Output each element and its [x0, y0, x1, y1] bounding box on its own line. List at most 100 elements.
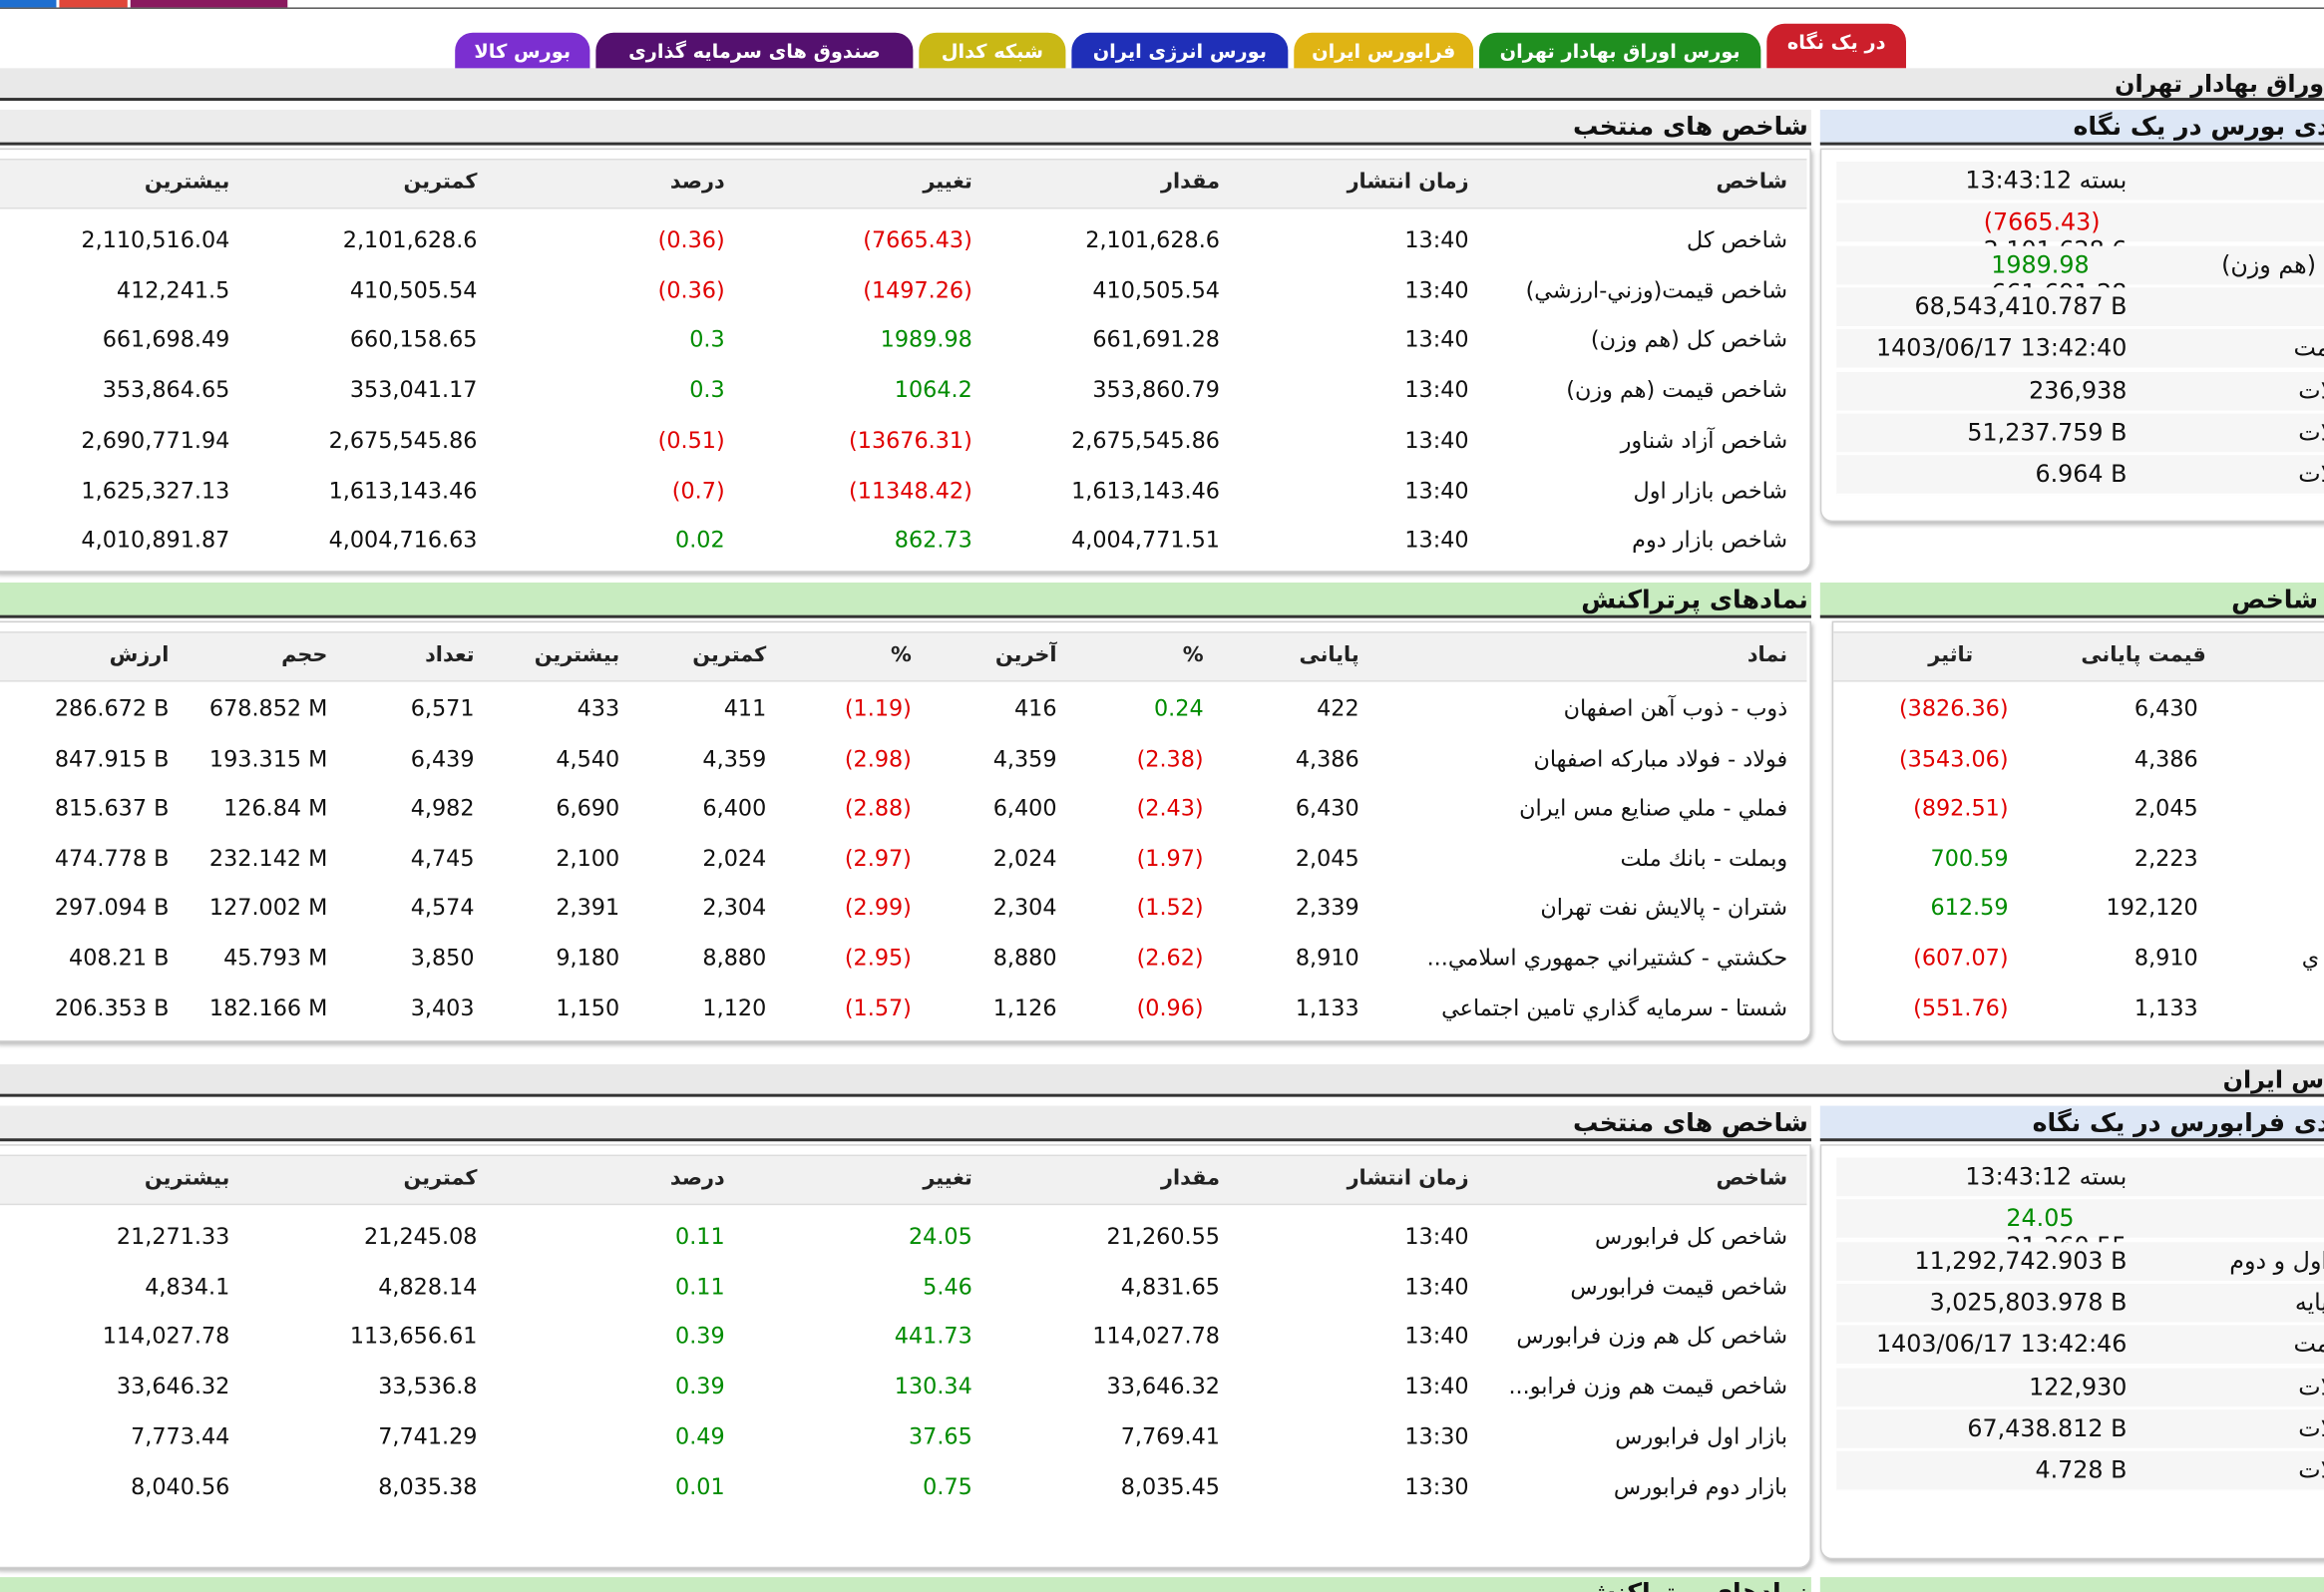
- index-row-name[interactable]: شاخص بازار اول: [1633, 476, 1788, 504]
- index-row-name[interactable]: شاخص قيمت(وزني-ارزشي): [1525, 276, 1788, 304]
- active-row-symbol[interactable]: شتران - پالايش نفت تهران: [1540, 894, 1788, 922]
- tse-active-header: نمادهای پرتراکنش: [0, 582, 1811, 618]
- active-row-symbol[interactable]: ذوب - ذوب آهن اصفهان: [1563, 694, 1788, 722]
- active-row-volume: 232.142 M: [208, 844, 328, 872]
- active-row-close-pct: (2.43): [1136, 794, 1204, 822]
- active-col-value-header[interactable]: ارزش: [109, 642, 170, 667]
- index-row-name[interactable]: شاخص بازار دوم: [1632, 526, 1788, 554]
- glance-row-bg: [1836, 1450, 2324, 1492]
- index-row-low: 33,536.8: [378, 1373, 478, 1399]
- index-row-name[interactable]: شاخص قيمت فرابورس: [1570, 1273, 1788, 1300]
- index-row-time: 13:40: [1404, 276, 1469, 304]
- index-row-percent: 0.39: [675, 1373, 725, 1399]
- active-row-symbol[interactable]: وبملت - بانك ملت: [1620, 844, 1788, 872]
- index-row-time: 13:40: [1404, 476, 1469, 504]
- active-row-symbol[interactable]: فملي - ملي صنايع مس ايران: [1519, 794, 1788, 822]
- glance-row-label: بازار: [2171, 166, 2324, 194]
- index-col-value-header[interactable]: مقدار: [1160, 170, 1220, 195]
- index-row-name[interactable]: شاخص كل فرابورس: [1595, 1222, 1788, 1250]
- index-row-change: 130.34: [894, 1373, 972, 1399]
- active-row-value: 474.778 B: [54, 844, 170, 872]
- active-row-low: 2,304: [702, 894, 767, 922]
- active-row-value: 815.637 B: [54, 794, 170, 822]
- index-row-name[interactable]: شاخص آزاد شناور: [1620, 426, 1788, 454]
- index-row-name[interactable]: شاخص قیمت هم وزن فرابو...: [1508, 1373, 1788, 1399]
- active-col-symbol-header[interactable]: نماد: [1746, 642, 1788, 667]
- index-row-low: 410,505.54: [349, 276, 478, 304]
- index-col-percent-header[interactable]: درصد: [669, 170, 725, 195]
- tse-indices-title: شاخص های منتخب: [1572, 112, 1808, 143]
- active-col-close-pct-header[interactable]: %: [1182, 642, 1204, 667]
- index-row-name[interactable]: شاخص قيمت (هم وزن): [1566, 376, 1788, 404]
- index-row-low: 2,675,545.86: [328, 426, 478, 454]
- index-col-percent-header[interactable]: درصد: [669, 1166, 725, 1191]
- index-row-name[interactable]: شاخص کل (هم وزن): [1590, 326, 1788, 354]
- tab-ifb[interactable]: فرابورس ایران: [1294, 32, 1474, 72]
- tab-funds[interactable]: صندوق های سرمایه گذاری: [595, 32, 914, 72]
- index-row-time: 13:40: [1404, 376, 1469, 404]
- index-row-name[interactable]: شاخص کل هم وزن فرابورس: [1516, 1323, 1788, 1350]
- active-row-low: 1,120: [702, 994, 767, 1021]
- active-row-count: 3,403: [410, 994, 475, 1021]
- index-col-change-header[interactable]: تغییر: [923, 170, 972, 195]
- ifb-indices-thead: [0, 1154, 1807, 1206]
- index-col-high-header[interactable]: بیشترین: [144, 1166, 230, 1191]
- active-col-last-pct-header[interactable]: %: [891, 642, 912, 667]
- glance-row-bg: [1836, 287, 2324, 328]
- index-col-name-header[interactable]: شاخص: [1716, 1166, 1788, 1191]
- index-row-name[interactable]: بازار دوم فرابورس: [1613, 1472, 1788, 1500]
- index-col-time-header[interactable]: زمان انتشار: [1347, 1166, 1469, 1191]
- active-row-last-pct: (2.97): [844, 844, 912, 872]
- index-row-name[interactable]: شاخص کل: [1686, 226, 1788, 254]
- impact-col-price-header[interactable]: قیمت پایانی: [2081, 642, 2206, 667]
- index-row-percent: 0.11: [675, 1222, 725, 1250]
- index-row-name[interactable]: بازار اول فرابورس: [1615, 1422, 1788, 1450]
- active-row-count: 6,439: [410, 744, 475, 772]
- active-col-volume-header[interactable]: حجم: [281, 642, 328, 667]
- index-row-change: (1497.26): [863, 276, 972, 304]
- glance-row-change: (7665.43): [1983, 207, 2101, 236]
- active-row-symbol[interactable]: حكشتي - كشتيراني جمهوري اسلامي...: [1426, 944, 1788, 972]
- index-col-time-header[interactable]: زمان انتشار: [1347, 170, 1469, 195]
- index-row-time: 13:40: [1404, 1222, 1469, 1250]
- active-row-close: 2,339: [1295, 894, 1359, 922]
- glance-row-bg: [1836, 1325, 2324, 1366]
- tab-energy-exchange[interactable]: بورس انرژی ایران: [1071, 32, 1289, 72]
- active-row-symbol[interactable]: فولاد - فولاد مباركه اصفهان: [1533, 744, 1788, 772]
- tab-commodity[interactable]: بورس کالا: [455, 32, 590, 72]
- index-row-value: 2,675,545.86: [1071, 426, 1220, 454]
- active-row-close-pct: (1.97): [1136, 844, 1204, 872]
- index-col-low-header[interactable]: کمترین: [403, 1166, 478, 1191]
- index-row-change: 1989.98: [880, 326, 972, 354]
- active-row-last: 2,024: [992, 844, 1057, 872]
- tab-overview[interactable]: در یک نگاه: [1766, 23, 1906, 69]
- index-row-value: 7,769.41: [1120, 1422, 1220, 1450]
- active-col-count-header[interactable]: تعداد: [425, 642, 475, 667]
- active-col-low-header[interactable]: کمترین: [692, 642, 767, 667]
- active-col-last-header[interactable]: آخرین: [994, 642, 1057, 667]
- tab-codal[interactable]: شبکه کدال: [919, 32, 1066, 72]
- index-col-value-header[interactable]: مقدار: [1160, 1166, 1220, 1191]
- index-col-change-header[interactable]: تغییر: [923, 1166, 972, 1191]
- index-col-low-header[interactable]: کمترین: [403, 170, 478, 195]
- ifb-section-bar: س ایران: [0, 1063, 2324, 1097]
- index-col-name-header[interactable]: شاخص: [1716, 170, 1788, 195]
- tab-tse[interactable]: بورس اوراق بهادار تهران: [1479, 32, 1761, 72]
- tse-indices-panel: شاخص زمان انتشار مقدار تغییر درصد کمترین بیشتر…: [0, 148, 1811, 573]
- active-row-last: 6,400: [992, 794, 1057, 822]
- index-row-change: 37.65: [908, 1422, 972, 1450]
- active-row-count: 4,982: [410, 794, 475, 822]
- top-strip: [0, 0, 2324, 9]
- active-col-high-header[interactable]: بیشترین: [534, 642, 620, 667]
- impact-row-price: 192,120: [2106, 894, 2198, 922]
- glance-row-value: 4.728 B: [2035, 1455, 2128, 1484]
- index-row-value: 8,035.45: [1120, 1472, 1220, 1500]
- impact-col-impact-header[interactable]: تاثیر: [1928, 642, 1974, 667]
- active-col-close-header[interactable]: پایانی: [1299, 642, 1359, 667]
- impact-row-price: 6,430: [2133, 694, 2198, 722]
- glance-row-label: معاملات: [2298, 1455, 2324, 1484]
- index-row-high: 661,698.49: [102, 326, 230, 354]
- glance-row-bg: [1836, 161, 2324, 202]
- index-col-high-header[interactable]: بیشترین: [144, 170, 230, 195]
- active-row-symbol[interactable]: شستا - سرمايه گذاري تامين اجتماعي: [1441, 994, 1788, 1021]
